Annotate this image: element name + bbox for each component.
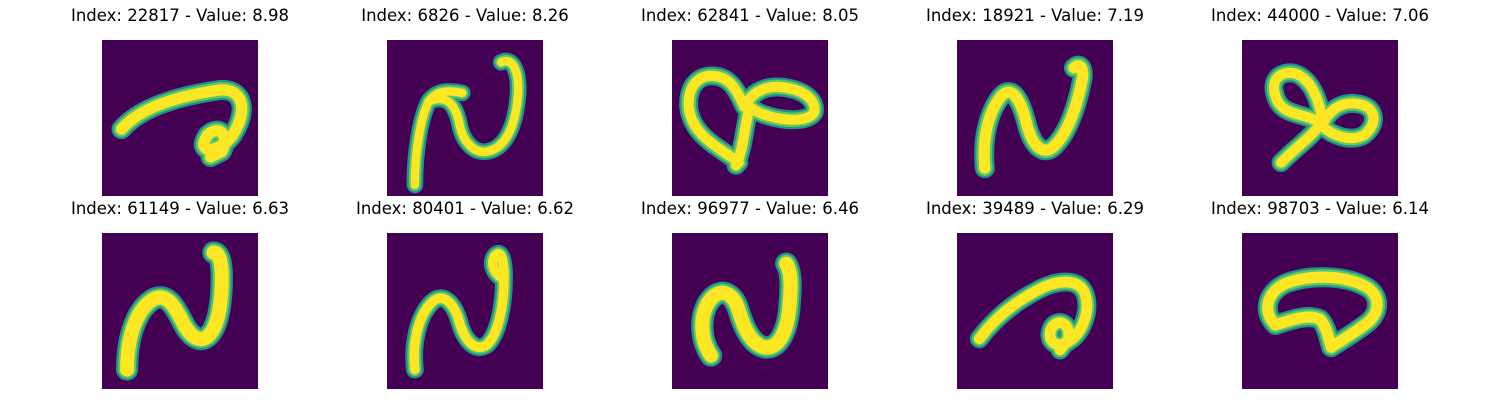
panel-title: Index: 39489 - Value: 6.29 [925, 199, 1144, 218]
sample-panel-9: Index: 39489 - Value: 6.29 [925, 196, 1145, 389]
panel-title: Index: 22817 - Value: 8.98 [70, 6, 289, 25]
handwritten-stroke [969, 272, 1097, 360]
digit-image [1242, 40, 1398, 196]
sample-panel-2: Index: 6826 - Value: 8.26 [355, 3, 575, 196]
sample-panel-8: Index: 96977 - Value: 6.46 [640, 196, 860, 389]
digit-image [672, 233, 828, 389]
digit-image [102, 233, 258, 389]
sample-panel-6: Index: 61149 - Value: 6.63 [70, 196, 290, 389]
handwritten-stroke [406, 52, 527, 194]
sample-panel-10: Index: 98703 - Value: 6.14 [1210, 196, 1430, 389]
digit-image [672, 40, 828, 196]
panel-title: Index: 62841 - Value: 8.05 [640, 6, 859, 25]
sample-panel-4: Index: 18921 - Value: 7.19 [925, 3, 1145, 196]
digit-image [957, 233, 1113, 389]
handwritten-stroke [111, 80, 252, 168]
panel-title: Index: 6826 - Value: 8.26 [361, 6, 569, 25]
panel-title: Index: 98703 - Value: 6.14 [1210, 199, 1429, 218]
digit-image [1242, 233, 1398, 389]
handwritten-stroke [691, 252, 802, 367]
handwritten-stroke [405, 245, 513, 379]
digit-image [387, 233, 543, 389]
digit-image [387, 40, 543, 196]
handwritten-stroke [974, 55, 1093, 179]
panel-title: Index: 44000 - Value: 7.06 [1210, 6, 1429, 25]
panel-title: Index: 18921 - Value: 7.19 [925, 6, 1144, 25]
panel-title: Index: 61149 - Value: 6.63 [70, 199, 289, 218]
sample-panel-3: Index: 62841 - Value: 8.05 [640, 3, 860, 196]
digit-image [957, 40, 1113, 196]
sample-panel-1: Index: 22817 - Value: 8.98 [70, 3, 290, 196]
handwritten-stroke [1257, 267, 1388, 358]
sample-panel-7: Index: 80401 - Value: 6.62 [355, 196, 575, 389]
handwritten-stroke [115, 241, 233, 381]
handwritten-stroke [679, 66, 824, 175]
panel-title: Index: 80401 - Value: 6.62 [355, 199, 574, 218]
digit-image [102, 40, 258, 196]
sample-panel-5: Index: 44000 - Value: 7.06 [1210, 3, 1430, 196]
handwritten-stroke [1264, 63, 1383, 173]
panel-title: Index: 96977 - Value: 6.46 [640, 199, 859, 218]
